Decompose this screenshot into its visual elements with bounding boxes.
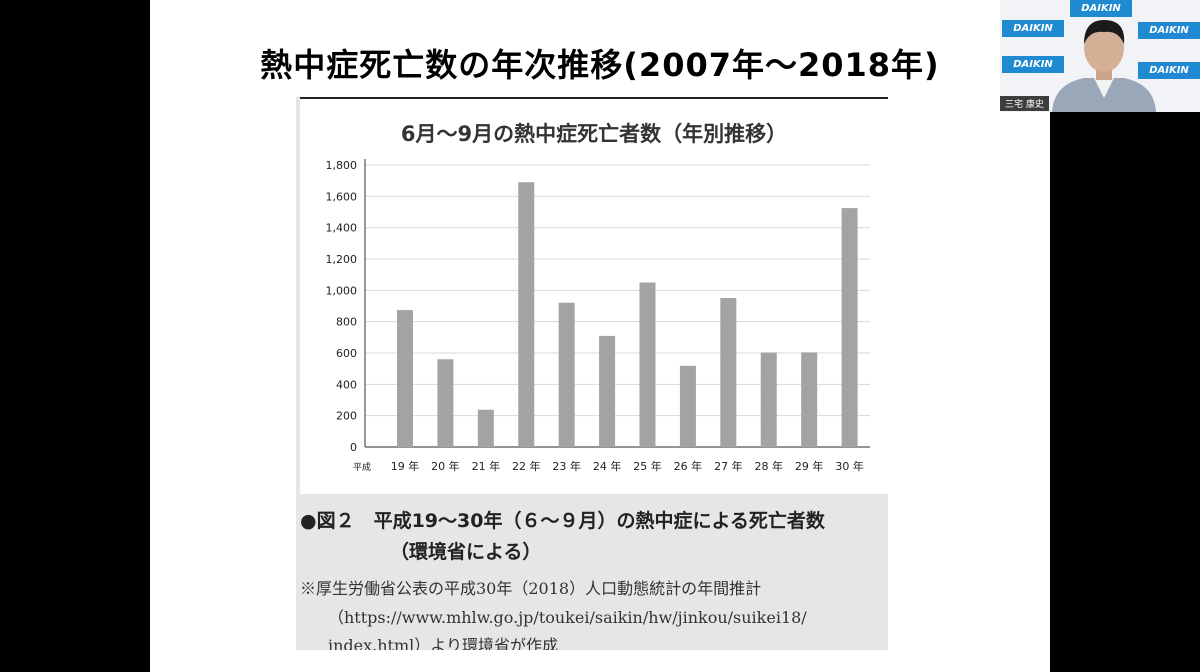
x-tick-label: 27 年 xyxy=(714,459,743,473)
figure-caption: ●図２ 平成19～30年（６～９月）の熱中症による死亡者数 xyxy=(300,510,825,532)
x-tick-label: 24 年 xyxy=(593,459,622,473)
y-tick-label: 1,400 xyxy=(326,222,358,235)
slide-title: 熱中症死亡数の年次推移(2007年～2018年) xyxy=(260,46,940,84)
y-tick-label: 1,600 xyxy=(326,190,358,203)
x-tick-label: 20 年 xyxy=(431,459,460,473)
bar xyxy=(558,302,575,447)
y-tick-label: 1,200 xyxy=(326,253,358,266)
figure-note-line-2: （https://www.mhlw.go.jp/toukei/saikin/hw… xyxy=(328,608,807,627)
chart-title: 6月～9月の熱中症死亡者数（年別推移） xyxy=(400,122,788,146)
x-tick-label: 29 年 xyxy=(795,459,824,473)
y-tick-label: 1,000 xyxy=(326,284,358,297)
figure-note-line-1: ※厚生労働省公表の平成30年（2018）人口動態統計の年間推計 xyxy=(300,579,762,598)
x-tick-label: 28 年 xyxy=(755,459,784,473)
bar xyxy=(477,409,494,447)
bar xyxy=(841,208,858,447)
brand-banner: DAIKIN xyxy=(1138,62,1200,79)
bar-chart: 0 200 400 600 800 1,000 1,200 1,400 1,600 1,800 19… xyxy=(326,159,870,473)
y-tick-label: 400 xyxy=(336,378,357,391)
bar xyxy=(397,310,413,447)
brand-banner: DAIKIN xyxy=(1002,20,1064,37)
brand-banner: DAIKIN xyxy=(1138,22,1200,39)
x-tick-label: 30 年 xyxy=(835,459,864,473)
x-tick-label: 26 年 xyxy=(674,459,703,473)
y-tick-label: 800 xyxy=(336,316,357,329)
y-tick-label: 600 xyxy=(336,347,357,360)
x-tick-label: 22 年 xyxy=(512,459,541,473)
figure-caption-source: （環境省による） xyxy=(390,541,542,563)
x-tick-label: 23 年 xyxy=(552,459,581,473)
speaker-name-label: 三宅 康史 xyxy=(1000,96,1049,111)
y-tick-label: 200 xyxy=(336,410,357,423)
x-tick-label: 21 年 xyxy=(472,459,501,473)
bar xyxy=(639,282,656,447)
y-tick-label: 1,800 xyxy=(326,159,358,172)
bar xyxy=(720,298,737,447)
figure-note-line-3: index.html）より環境省が作成 xyxy=(328,636,558,650)
x-tick-label: 25 年 xyxy=(633,459,662,473)
bar xyxy=(437,359,454,447)
bar xyxy=(760,352,777,447)
x-axis-prefix: 平成 xyxy=(353,461,371,473)
brand-banner: DAIKIN xyxy=(1070,0,1132,17)
bar xyxy=(518,182,535,447)
bar xyxy=(599,335,616,447)
bar xyxy=(801,352,818,447)
y-tick-label: 0 xyxy=(350,441,357,454)
bar xyxy=(679,365,696,447)
speaker-avatar xyxy=(1052,20,1156,112)
brand-banner: DAIKIN xyxy=(1002,56,1064,73)
x-tick-label: 19 年 xyxy=(391,459,420,473)
